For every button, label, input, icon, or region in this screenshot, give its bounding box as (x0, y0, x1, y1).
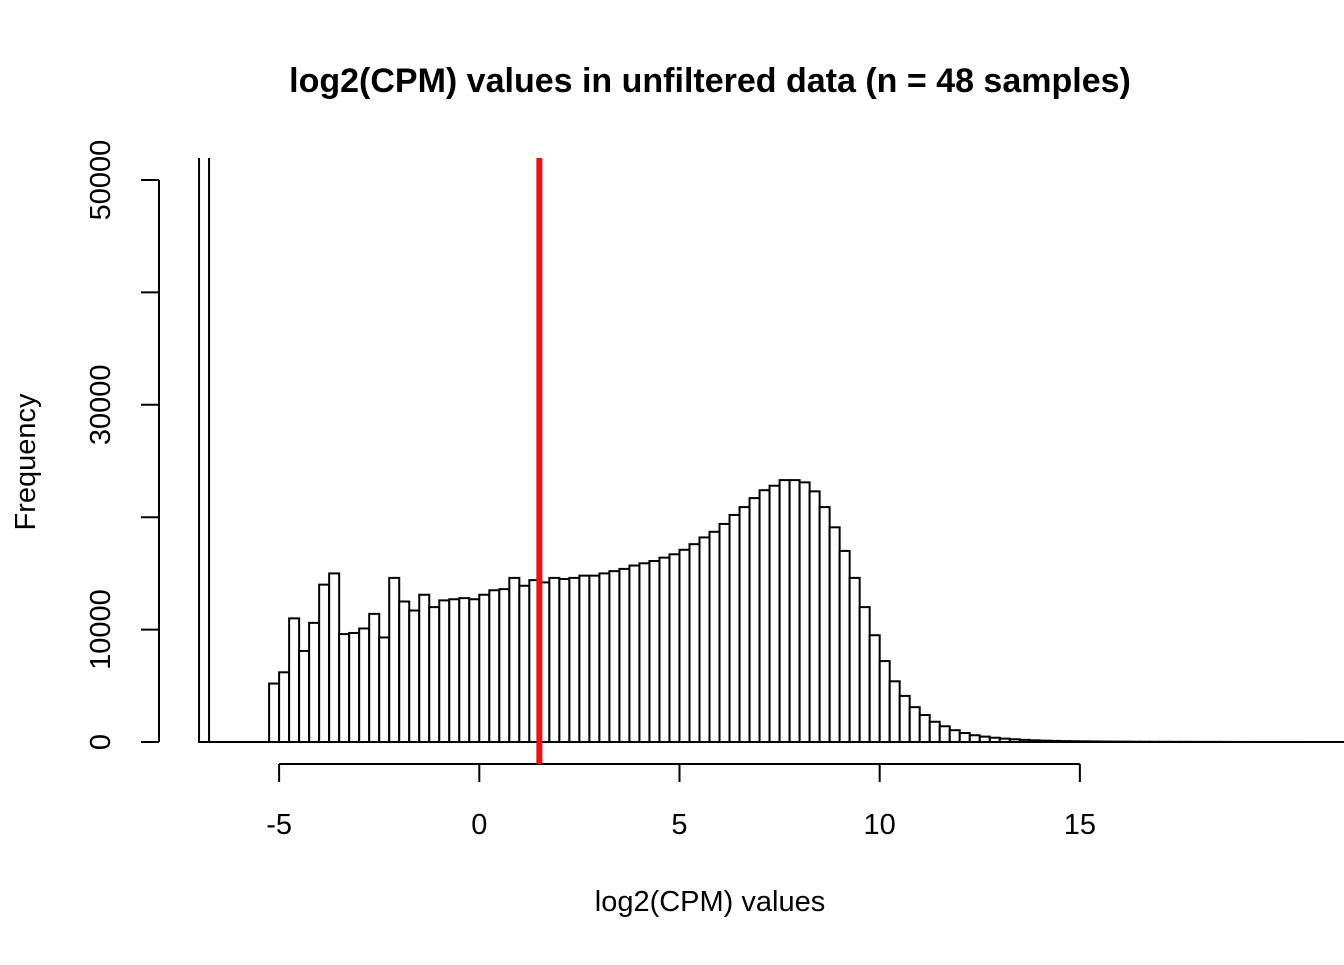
histogram-bar (269, 684, 279, 742)
histogram-bar (720, 524, 730, 742)
histogram-bar (609, 571, 619, 742)
histogram-bar (469, 599, 479, 742)
histogram-bar (359, 628, 369, 742)
histogram-bar (970, 735, 980, 742)
histogram-bar (810, 491, 820, 742)
x-tick-label: -5 (266, 809, 292, 841)
histogram-bar (639, 563, 649, 742)
histogram-bar (770, 486, 780, 742)
histogram-bar (860, 607, 870, 742)
histogram-bar (449, 599, 459, 742)
histogram-bar (900, 696, 910, 742)
histogram-bar (780, 480, 790, 742)
x-tick-label: 10 (864, 809, 896, 841)
histogram-bar (379, 637, 389, 742)
y-tick-label: 50000 (85, 140, 117, 221)
histogram-bar (760, 490, 770, 742)
x-tick-label: 0 (471, 809, 487, 841)
y-axis: 0 10000 30000 50000 (85, 140, 159, 750)
histogram-bar (850, 578, 860, 742)
histogram-bar (679, 550, 689, 742)
histogram-bar (649, 561, 659, 742)
histogram-bar (569, 578, 579, 742)
histogram-bar (499, 589, 509, 742)
histogram-bar (439, 600, 449, 742)
histogram-bar (930, 722, 940, 742)
histogram-bar (509, 578, 519, 742)
histogram-bar (419, 595, 429, 742)
histogram-bar (870, 635, 880, 742)
histogram-bar (890, 681, 900, 742)
histogram-bar (429, 607, 439, 742)
histogram-bar (629, 566, 639, 742)
y-tick-label: 30000 (85, 364, 117, 445)
histogram-bar (289, 618, 299, 742)
histogram-bar (940, 726, 950, 742)
histogram-bar (319, 585, 329, 742)
histogram-bar (409, 610, 419, 742)
histogram-bar (489, 590, 499, 742)
x-tick-label: 15 (1064, 809, 1096, 841)
histogram-bar (619, 569, 629, 742)
histogram-bar (689, 544, 699, 742)
histogram-bar (910, 707, 920, 742)
histogram-bar (790, 480, 800, 742)
y-tick-label: 10000 (85, 589, 117, 670)
histogram-bar (730, 515, 740, 742)
histogram-bar (840, 551, 850, 742)
histogram-bar-spike (199, 68, 209, 742)
histogram-bar (549, 578, 559, 742)
x-tick-label: 5 (671, 809, 687, 841)
histogram-bar (800, 482, 810, 742)
histogram-bar (479, 595, 489, 742)
histogram-bar (299, 651, 309, 742)
histogram-bar (309, 623, 319, 742)
histogram-bar (960, 733, 970, 742)
histogram-bar (830, 527, 840, 742)
histogram-bar (920, 715, 930, 742)
histogram-bar (519, 586, 529, 742)
histogram-bar (339, 634, 349, 742)
histogram-bar (459, 598, 469, 742)
chart-title: log2(CPM) values in unfiltered data (n =… (289, 62, 1131, 100)
y-axis-label: Frequency (10, 393, 42, 531)
histogram-bar (669, 554, 679, 742)
histogram-bar (389, 578, 399, 742)
histogram-bar (369, 614, 379, 742)
histogram-bar (599, 573, 609, 742)
histogram-bar (659, 558, 669, 742)
histogram-bar (950, 730, 960, 742)
histogram-bar (750, 498, 760, 742)
histogram-bar (349, 633, 359, 742)
histogram-bar (559, 579, 569, 742)
histogram-bar (820, 507, 830, 742)
histogram-bar (740, 507, 750, 742)
histogram-bar (399, 602, 409, 743)
histogram-bar (880, 661, 890, 742)
histogram-bar (700, 537, 710, 742)
histogram-bar (279, 672, 289, 742)
histogram-bar (710, 532, 720, 742)
histogram-bar (329, 573, 339, 742)
histogram-bar (579, 576, 589, 742)
x-axis: -5 0 5 10 15 (266, 764, 1096, 841)
x-axis-label: log2(CPM) values (595, 886, 825, 918)
histogram-bars (199, 68, 1344, 742)
histogram-bar (589, 576, 599, 742)
y-tick-label: 0 (85, 734, 117, 750)
